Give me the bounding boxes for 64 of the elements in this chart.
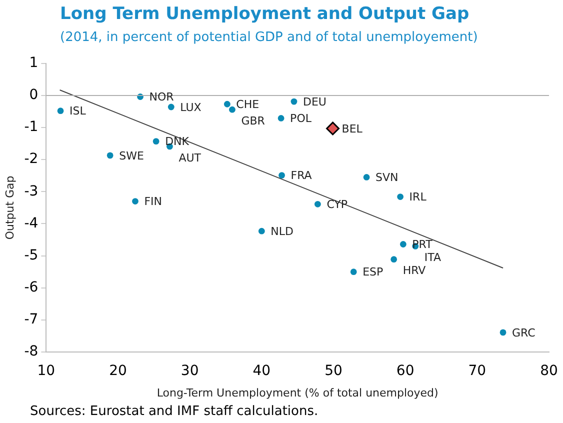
- annotation: SVN: [376, 171, 398, 184]
- annotation: POL: [290, 112, 312, 126]
- point: [224, 100, 230, 108]
- annotation: FIN: [144, 195, 162, 208]
- point: [168, 104, 174, 110]
- chart-title: Long Term Unemployment and Output Gap: [60, 4, 470, 24]
- y-tick-label: -6: [24, 280, 38, 296]
- y-tick-label: 1: [29, 55, 38, 72]
- chart-subtitle: (2014, in percent of potential GDP and of total unemployement): [60, 30, 478, 45]
- annotation: GBR: [241, 114, 266, 128]
- annotation: CYP: [326, 198, 348, 212]
- x-axis-title: Long-Term Unemployment (% of total unemployed): [156, 386, 438, 400]
- y-tick-label: -1: [24, 119, 38, 136]
- y-tick-label: -8: [24, 344, 38, 360]
- annotation: FRA: [290, 169, 312, 182]
- point: [400, 241, 406, 248]
- x-tick-label: 40: [252, 363, 271, 380]
- point: [326, 122, 340, 136]
- point: [350, 268, 357, 276]
- point: [258, 228, 265, 234]
- annotation: LUX: [180, 100, 202, 114]
- x-tick-label: 70: [468, 363, 486, 380]
- point: [500, 329, 506, 336]
- annotation: DNK: [165, 135, 190, 148]
- annotation: ESP: [362, 266, 384, 279]
- x-tick-label: 20: [109, 363, 127, 380]
- annotation: ITA: [424, 251, 442, 264]
- annotation: SWE: [119, 149, 144, 162]
- point: [229, 106, 236, 113]
- annotation: CHE: [236, 98, 260, 111]
- y-tick-label: -3: [24, 183, 38, 200]
- annotation: AUT: [178, 151, 202, 164]
- y-tick-label: -2: [24, 151, 38, 168]
- point: [290, 98, 298, 105]
- point: [314, 200, 321, 208]
- x-tick-label: 50: [324, 363, 342, 380]
- point: [397, 194, 404, 200]
- y-axis-title: Output Gap: [3, 176, 16, 240]
- annotation: IRL: [409, 190, 428, 204]
- x-tick-label: 80: [540, 363, 558, 380]
- y-tick-label: -7: [24, 312, 38, 328]
- point: [106, 152, 114, 159]
- y-tick-label: 0: [29, 87, 38, 104]
- point: [363, 174, 370, 180]
- point: [278, 172, 285, 179]
- point: [390, 256, 398, 263]
- x-tick-label: 30: [180, 363, 199, 380]
- annotation: ISL: [70, 104, 87, 118]
- annotation: DEU: [302, 95, 326, 108]
- annotation: NLD: [270, 224, 294, 238]
- annotation: GRC: [512, 326, 536, 340]
- annotation: PRT: [412, 238, 433, 252]
- annotation: HRV: [402, 264, 426, 278]
- annotation: NOR: [149, 90, 174, 104]
- y-tick-label: -5: [24, 247, 38, 264]
- point: [57, 108, 64, 114]
- point: [152, 138, 160, 145]
- point: [132, 198, 138, 204]
- source-note: Sources: Eurostat and IMF staff calculations.: [30, 404, 318, 419]
- x-tick-label: 10: [37, 363, 56, 380]
- x-tick-label: 60: [396, 363, 414, 380]
- annotation: BEL: [342, 122, 364, 136]
- point: [278, 115, 284, 122]
- y-tick-label: -4: [24, 215, 38, 232]
